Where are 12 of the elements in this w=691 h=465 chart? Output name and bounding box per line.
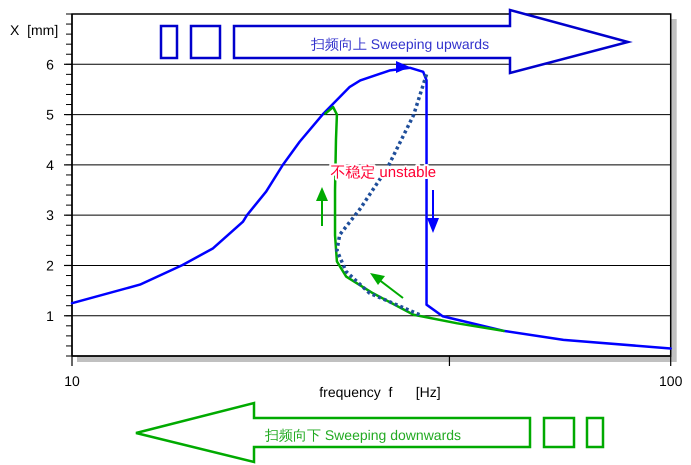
y-tick-label: 4 — [46, 156, 54, 173]
x-axis-title: frequency f [Hz] — [319, 384, 441, 400]
annotation: 扫频向上 Sweeping upwards — [310, 36, 490, 52]
x-tick-label: 10 — [64, 373, 80, 389]
y-tick-label: 6 — [46, 56, 54, 72]
y-axis-title: X [mm] — [10, 22, 58, 38]
y-tick-label: 5 — [46, 106, 54, 123]
y-tick-label: 2 — [46, 257, 54, 274]
y-tick-label: 1 — [46, 308, 54, 324]
x-tick-label: 100 — [659, 373, 683, 389]
text: 扫频向下 Sweeping downwards — [264, 427, 462, 443]
y-tick-label: 3 — [46, 207, 54, 224]
